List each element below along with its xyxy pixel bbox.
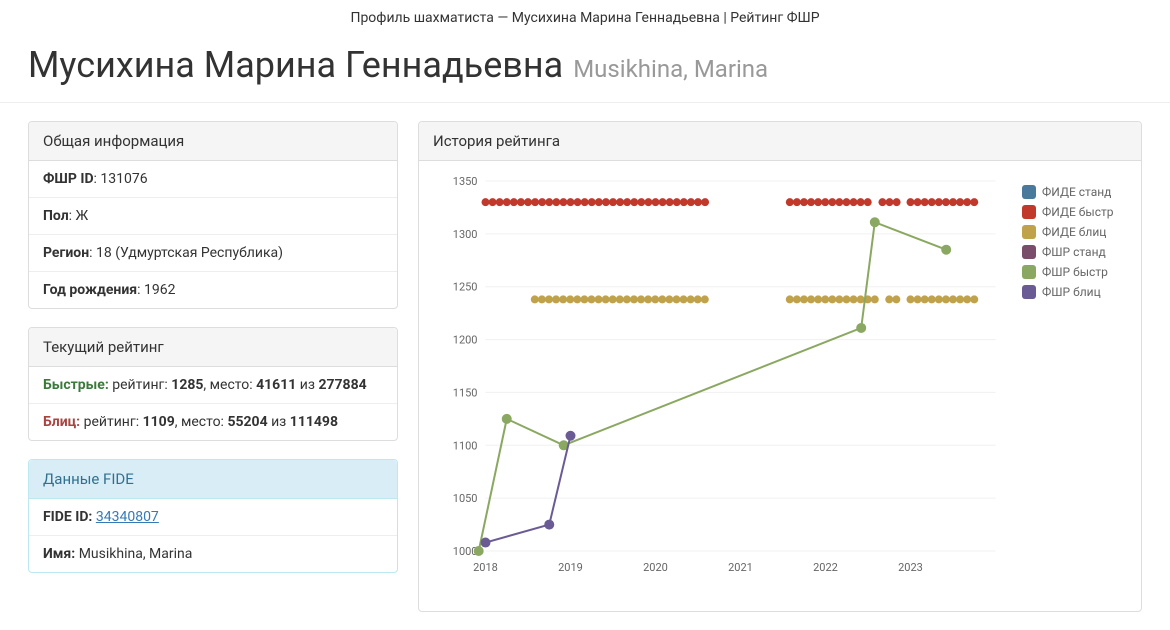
value: Musikhina, Marina bbox=[79, 546, 193, 562]
panel-header: Общая информация bbox=[29, 122, 397, 161]
svg-text:1300: 1300 bbox=[453, 228, 478, 241]
label: FIDE ID: bbox=[43, 509, 92, 525]
fide-id-link[interactable]: 34340807 bbox=[96, 509, 159, 525]
info-row-sex: Пол: Ж bbox=[29, 198, 397, 235]
label: Год рождения bbox=[43, 282, 137, 298]
info-row-birth: Год рождения: 1962 bbox=[29, 272, 397, 308]
total-value: 111498 bbox=[290, 414, 338, 430]
svg-text:1200: 1200 bbox=[453, 334, 478, 347]
label: место: bbox=[210, 377, 253, 393]
rating-value: 1285 bbox=[171, 377, 203, 393]
label: из bbox=[300, 377, 315, 393]
rating-history-chart: 1000105011001150120012501300135020182019… bbox=[419, 171, 1022, 591]
panel-fide: Данные FIDE FIDE ID: 34340807 Имя: Musik… bbox=[28, 459, 398, 573]
legend-label: ФИДЕ станд bbox=[1042, 185, 1111, 199]
value: 1962 bbox=[144, 282, 175, 298]
legend-swatch bbox=[1022, 245, 1036, 259]
value: 18 (Удмуртская Республика) bbox=[96, 245, 283, 261]
panel-header: История рейтинга bbox=[419, 122, 1141, 161]
svg-text:1150: 1150 bbox=[453, 386, 478, 399]
legend-swatch bbox=[1022, 185, 1036, 199]
page-title-en: Musikhina, Marina bbox=[573, 55, 768, 83]
label: место: bbox=[181, 414, 224, 430]
legend-label: ФИДЕ быстр bbox=[1042, 205, 1114, 219]
page-title: Мусихина Марина Геннадьевна bbox=[28, 44, 563, 86]
legend-swatch bbox=[1022, 205, 1036, 219]
chart-legend: ФИДЕ станд ФИДЕ быстр ФИДЕ блиц ФШР станд ФШ… bbox=[1022, 171, 1127, 591]
info-row-fide-name: Имя: Musikhina, Marina bbox=[29, 536, 397, 572]
panel-general: Общая информация ФШР ID: 131076 Пол: Ж Р… bbox=[28, 121, 398, 309]
panel-rating-history: История рейтинга 10001050110011501200125… bbox=[418, 121, 1142, 612]
svg-text:2019: 2019 bbox=[558, 561, 583, 574]
legend-swatch bbox=[1022, 285, 1036, 299]
svg-text:2018: 2018 bbox=[473, 561, 498, 574]
label: Имя: bbox=[43, 546, 75, 562]
info-row-region: Регион: 18 (Удмуртская Республика) bbox=[29, 235, 397, 272]
legend-label: ФИДЕ блиц bbox=[1042, 225, 1106, 239]
legend-swatch bbox=[1022, 225, 1036, 239]
svg-text:1050: 1050 bbox=[453, 492, 478, 505]
info-row-fsr-id: ФШР ID: 131076 bbox=[29, 161, 397, 198]
label: Пол bbox=[43, 208, 69, 224]
value: Ж bbox=[76, 208, 89, 224]
legend-label: ФШР станд bbox=[1042, 245, 1106, 259]
rating-row-rapid: Быстрые: рейтинг: 1285, место: 41611 из … bbox=[29, 367, 397, 404]
total-value: 277884 bbox=[318, 377, 366, 393]
legend-item[interactable]: ФШР блиц bbox=[1022, 285, 1127, 299]
label: ФШР ID bbox=[43, 171, 94, 187]
breadcrumb: Профиль шахматиста — Мусихина Марина Ген… bbox=[0, 0, 1170, 32]
label: рейтинг: bbox=[84, 414, 140, 430]
legend-item[interactable]: ФИДЕ станд bbox=[1022, 185, 1127, 199]
place-value: 55204 bbox=[227, 414, 267, 430]
svg-text:1250: 1250 bbox=[453, 281, 478, 294]
label: рейтинг: bbox=[112, 377, 168, 393]
rating-type: Быстрые: bbox=[43, 377, 109, 393]
page-title-row: Мусихина Марина Геннадьевна Musikhina, M… bbox=[0, 32, 1170, 103]
label: Регион bbox=[43, 245, 89, 261]
svg-text:2020: 2020 bbox=[643, 561, 668, 574]
legend-label: ФШР блиц bbox=[1042, 285, 1101, 299]
rating-value: 1109 bbox=[143, 414, 175, 430]
svg-text:2021: 2021 bbox=[728, 561, 753, 574]
place-value: 41611 bbox=[256, 377, 296, 393]
panel-header: Текущий рейтинг bbox=[29, 328, 397, 367]
legend-item[interactable]: ФИДЕ блиц bbox=[1022, 225, 1127, 239]
legend-swatch bbox=[1022, 265, 1036, 279]
legend-label: ФШР быстр bbox=[1042, 265, 1108, 279]
panel-header: Данные FIDE bbox=[29, 460, 397, 499]
svg-text:2023: 2023 bbox=[898, 561, 923, 574]
svg-text:2022: 2022 bbox=[813, 561, 838, 574]
svg-text:1350: 1350 bbox=[453, 175, 478, 188]
svg-text:1100: 1100 bbox=[453, 439, 478, 452]
legend-item[interactable]: ФШР быстр bbox=[1022, 265, 1127, 279]
legend-item[interactable]: ФИДЕ быстр bbox=[1022, 205, 1127, 219]
info-row-fide-id: FIDE ID: 34340807 bbox=[29, 499, 397, 536]
label: из bbox=[271, 414, 286, 430]
panel-current-rating: Текущий рейтинг Быстрые: рейтинг: 1285, … bbox=[28, 327, 398, 441]
rating-row-blitz: Блиц: рейтинг: 1109, место: 55204 из 111… bbox=[29, 404, 397, 440]
legend-item[interactable]: ФШР станд bbox=[1022, 245, 1127, 259]
value: 131076 bbox=[100, 171, 147, 187]
rating-type: Блиц: bbox=[43, 414, 80, 430]
